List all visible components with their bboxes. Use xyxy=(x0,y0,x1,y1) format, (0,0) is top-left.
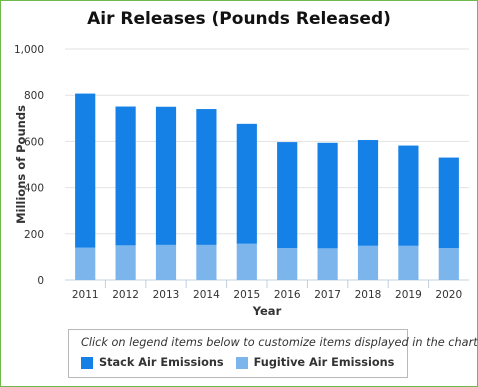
bar-stack-air-emissions xyxy=(75,93,96,248)
legend: Click on legend items below to customize… xyxy=(68,329,478,378)
bar-fugitive-air-emissions xyxy=(398,245,419,280)
bar-fugitive-air-emissions xyxy=(438,248,459,280)
bar-fugitive-air-emissions xyxy=(115,245,136,280)
y-tick-label: 400 xyxy=(24,183,44,195)
y-tick-label: 200 xyxy=(24,229,44,241)
y-tick-label: 600 xyxy=(24,136,44,148)
legend-item-fugitive-air-emissions[interactable]: Fugitive Air Emissions xyxy=(235,356,395,369)
bar-stack-air-emissions xyxy=(277,142,298,249)
x-tick-label: 2011 xyxy=(72,289,99,301)
x-tick-label: 2016 xyxy=(274,289,301,301)
bar-stack-air-emissions xyxy=(196,109,217,245)
legend-item-stack-air-emissions[interactable]: Stack Air Emissions xyxy=(81,356,224,369)
bar-stack-air-emissions xyxy=(438,157,459,249)
x-tick-label: 2013 xyxy=(153,289,180,301)
legend-label-stack: Stack Air Emissions xyxy=(99,356,224,369)
bar-fugitive-air-emissions xyxy=(196,244,217,280)
bar-stack-air-emissions xyxy=(155,106,177,245)
chart-title: Air Releases (Pounds Released) xyxy=(87,9,391,29)
x-tick-label: 2015 xyxy=(233,289,260,301)
y-axis-title: Millions of Pounds xyxy=(14,105,28,224)
y-tick-label: 0 xyxy=(37,275,44,287)
bar-stack-air-emissions xyxy=(236,123,257,244)
y-tick-label: 800 xyxy=(24,90,44,102)
bar-stack-air-emissions xyxy=(317,142,338,249)
bar-fugitive-air-emissions xyxy=(75,247,96,280)
legend-hint: Click on legend items below to customize… xyxy=(81,336,478,349)
bar-fugitive-air-emissions xyxy=(357,245,379,280)
x-tick-label: 2012 xyxy=(112,289,139,301)
legend-items: Stack Air Emissions Fugitive Air Emissio… xyxy=(81,356,406,369)
fugitive-air-emissions-swatch xyxy=(235,356,248,369)
bar-fugitive-air-emissions xyxy=(155,244,177,280)
y-tick-label: 1,000 xyxy=(14,44,44,56)
bar-fugitive-air-emissions xyxy=(277,248,298,280)
stack-air-emissions-swatch xyxy=(81,356,93,369)
x-tick-label: 2014 xyxy=(193,289,220,301)
x-tick-label: 2020 xyxy=(435,289,462,301)
bar-stack-air-emissions xyxy=(115,106,136,246)
bar-fugitive-air-emissions xyxy=(317,248,338,280)
x-tick-label: 2017 xyxy=(314,289,341,301)
bar-fugitive-air-emissions xyxy=(236,243,257,280)
legend-label-fugitive: Fugitive Air Emissions xyxy=(253,356,395,369)
bar-stack-air-emissions xyxy=(357,140,379,246)
x-tick-label: 2019 xyxy=(395,289,422,301)
x-tick-label: 2018 xyxy=(355,289,382,301)
bar-stack-air-emissions xyxy=(398,145,419,246)
x-axis-title: Year xyxy=(252,304,282,318)
